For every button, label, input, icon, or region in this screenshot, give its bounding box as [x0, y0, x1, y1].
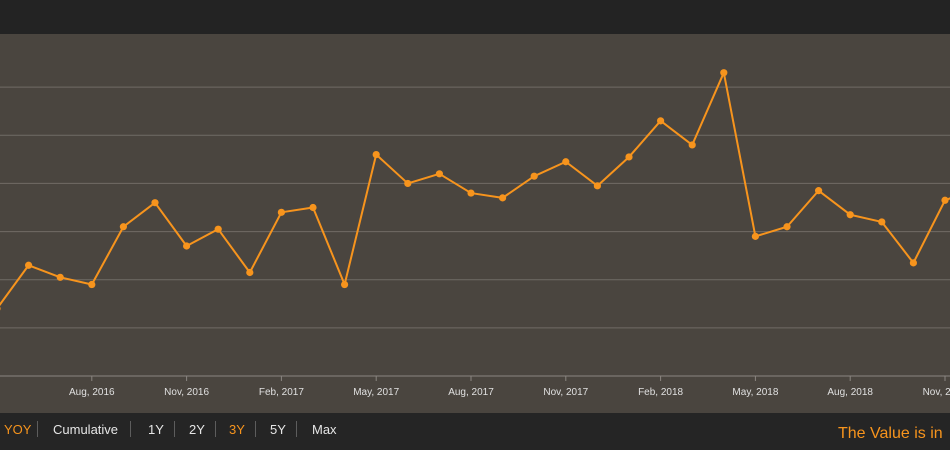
separator	[296, 421, 297, 437]
range-3y-button[interactable]: 3Y	[229, 422, 245, 437]
separator	[130, 421, 131, 437]
data-point	[277, 208, 285, 216]
range-1y-button[interactable]: 1Y	[148, 422, 164, 437]
data-point	[372, 150, 380, 159]
data-point	[625, 153, 633, 161]
top-bar	[0, 0, 950, 34]
data-point	[530, 172, 538, 180]
line-chart: Aug, 2016 Nov, 2016 Feb, 2017 May, 2017 Aug,…	[0, 69, 950, 398]
cumulative-toggle[interactable]: Cumulative	[53, 422, 119, 437]
data-point	[214, 225, 222, 233]
data-point	[499, 194, 507, 202]
data-point	[435, 170, 443, 178]
data-point	[751, 232, 760, 240]
x-tick-label: Nov, 2017	[543, 387, 588, 398]
separator	[255, 421, 256, 437]
range-max-button[interactable]: Max	[312, 422, 337, 437]
x-tick-label: Feb, 2017	[259, 387, 304, 398]
data-point	[309, 203, 317, 212]
data-point	[941, 196, 949, 204]
range-2y-button[interactable]: 2Y	[189, 422, 205, 437]
data-point	[593, 182, 602, 190]
data-point	[909, 259, 918, 267]
separator	[215, 421, 216, 437]
x-tick-label: Feb, 2018	[638, 387, 683, 398]
chart-area: Aug, 2016 Nov, 2016 Feb, 2017 May, 2017 Aug,…	[0, 34, 950, 413]
data-point	[404, 179, 412, 188]
data-point	[562, 158, 570, 166]
series-line	[0, 71, 950, 307]
data-point	[341, 280, 349, 289]
data-point	[783, 223, 791, 231]
data-point	[0, 306, 1, 311]
data-point	[25, 261, 33, 269]
data-point	[119, 223, 127, 231]
x-tick-label: Aug, 2016	[69, 387, 115, 398]
yoy-toggle[interactable]: YOY	[4, 422, 32, 437]
separator	[37, 421, 38, 437]
data-point	[720, 69, 728, 77]
data-point	[878, 218, 886, 226]
x-tick-label: Nov, 2016	[164, 387, 209, 398]
range-5y-button[interactable]: 5Y	[270, 422, 286, 437]
x-tick-label: Aug, 2018	[827, 387, 873, 398]
data-point	[688, 141, 696, 149]
data-point	[657, 117, 665, 125]
x-tick-label: May, 2017	[353, 387, 399, 398]
separator	[174, 421, 175, 437]
data-point	[246, 268, 254, 277]
x-tick-label: May, 2018	[732, 387, 778, 398]
x-tick-label: Nov, 2018	[923, 387, 950, 398]
x-tick-label: Aug, 2017	[448, 387, 494, 398]
chart-controls: YOY Cumulative 1Y 2Y 3Y 5Y Max The Value…	[0, 413, 950, 450]
value-unit-notice: The Value is in	[838, 425, 943, 442]
data-point	[467, 189, 475, 197]
data-point	[151, 199, 159, 207]
data-point	[815, 187, 823, 195]
data-point	[183, 242, 191, 250]
data-point	[56, 273, 64, 281]
data-point	[88, 280, 96, 289]
data-point	[846, 211, 854, 219]
